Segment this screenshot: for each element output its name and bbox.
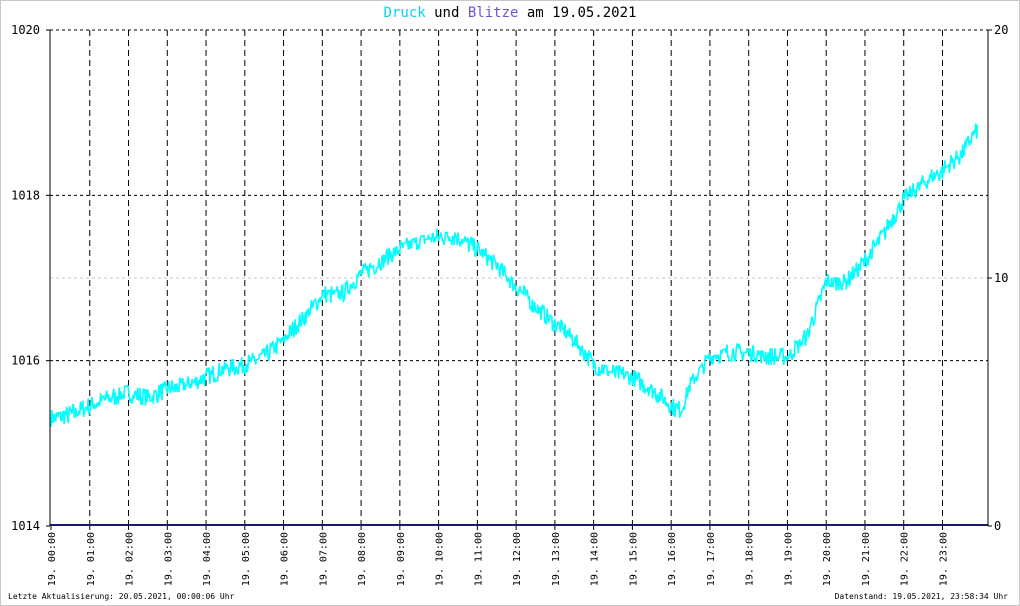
footer-data-status: Datenstand: 19.05.2021, 23:58:34 Uhr [834, 592, 1008, 601]
x-tick-label: 19. 13:00 [551, 532, 562, 586]
x-tick-label: 19. 08:00 [357, 532, 368, 586]
x-tick-label: 19. 02:00 [125, 532, 136, 586]
x-tick-label: 19. 10:00 [435, 532, 446, 586]
chart-title: Druck und Blitze am 19.05.2021 [0, 5, 1020, 21]
title-druck: Druck [383, 5, 426, 21]
x-tick-label: 19. 05:00 [241, 532, 252, 586]
x-tick-label: 19. 03:00 [163, 532, 174, 586]
x-tick-label: 19. 19:00 [783, 532, 794, 586]
x-tick-label: 19. 22:00 [900, 532, 911, 586]
x-tick-label: 19. 18:00 [745, 532, 756, 586]
left-tick-label: 1014 [11, 519, 40, 533]
x-tick-label: 19. 14:00 [590, 532, 601, 586]
title-und: und [434, 5, 460, 21]
grid [50, 29, 988, 526]
right-tick-label: 20 [994, 23, 1008, 37]
x-tick-label: 19. 06:00 [280, 532, 291, 586]
x-tick-label: 19. 12:00 [512, 532, 523, 586]
x-tick-label: 19. 09:00 [396, 532, 407, 586]
series-druck-line [50, 123, 979, 427]
x-tick-label: 19. 00:00 [47, 532, 58, 586]
left-tick-label: 1016 [11, 354, 40, 368]
x-tick-label: 19. 23:00 [938, 532, 949, 586]
right-tick-label: 0 [994, 519, 1001, 533]
x-tick-label: 19. 21:00 [861, 532, 872, 586]
x-tick-label: 19. 20:00 [822, 532, 833, 586]
x-tick-label: 19. 01:00 [86, 532, 97, 586]
x-tick-label: 19. 11:00 [473, 532, 484, 586]
plot-area [50, 123, 988, 526]
x-tick-label: 19. 17:00 [706, 532, 717, 586]
x-tick-label: 19. 04:00 [202, 532, 213, 586]
title-date: am 19.05.2021 [526, 5, 637, 21]
right-tick-label: 10 [994, 271, 1008, 285]
footer-last-update: Letzte Aktualisierung: 20.05.2021, 00:00… [8, 592, 235, 601]
title-blitze: Blitze [467, 5, 519, 21]
left-tick-label: 1020 [11, 23, 40, 37]
x-tick-label: 19. 16:00 [667, 532, 678, 586]
left-tick-label: 1018 [11, 188, 40, 202]
x-tick-label: 19. 07:00 [318, 532, 329, 586]
x-tick-label: 19. 15:00 [628, 532, 639, 586]
